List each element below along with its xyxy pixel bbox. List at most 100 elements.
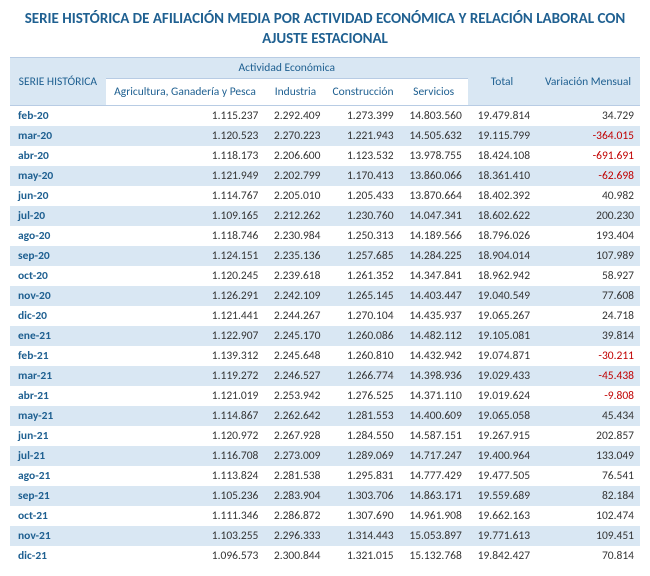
cell-variacion: -691.691 xyxy=(536,146,640,166)
table-row: abr-211.121.0192.253.9421.276.52514.371.… xyxy=(10,386,640,406)
cell-servicios: 14.435.937 xyxy=(400,306,468,326)
table-row: oct-211.111.3462.286.8721.307.69014.961.… xyxy=(10,506,640,526)
table-row: ago-201.118.7462.230.9841.250.31314.189.… xyxy=(10,226,640,246)
cell-servicios: 14.777.429 xyxy=(400,466,468,486)
table-row: dic-211.096.5732.300.8441.321.01515.132.… xyxy=(10,546,640,566)
cell-period: dic-21 xyxy=(10,546,106,566)
cell-total: 18.796.026 xyxy=(468,226,536,246)
cell-agricultura: 1.111.346 xyxy=(106,506,265,526)
cell-industria: 2.270.223 xyxy=(264,126,326,146)
cell-construccion: 1.250.313 xyxy=(326,226,399,246)
cell-variacion: 70.814 xyxy=(536,546,640,566)
cell-industria: 2.286.872 xyxy=(264,506,326,526)
cell-construccion: 1.270.104 xyxy=(326,306,399,326)
cell-variacion: 202.857 xyxy=(536,426,640,446)
cell-total: 19.074.871 xyxy=(468,346,536,366)
cell-construccion: 1.289.069 xyxy=(326,446,399,466)
cell-period: mar-20 xyxy=(10,126,106,146)
cell-servicios: 14.398.936 xyxy=(400,366,468,386)
cell-variacion: 200.230 xyxy=(536,206,640,226)
cell-construccion: 1.303.706 xyxy=(326,486,399,506)
table-row: sep-211.105.2362.283.9041.303.70614.863.… xyxy=(10,486,640,506)
cell-total: 19.019.624 xyxy=(468,386,536,406)
cell-servicios: 15.053.897 xyxy=(400,526,468,546)
cell-servicios: 14.717.247 xyxy=(400,446,468,466)
cell-period: ene-21 xyxy=(10,326,106,346)
cell-agricultura: 1.114.767 xyxy=(106,186,265,206)
cell-servicios: 13.978.755 xyxy=(400,146,468,166)
cell-servicios: 14.047.341 xyxy=(400,206,468,226)
cell-variacion: 107.989 xyxy=(536,246,640,266)
cell-agricultura: 1.120.245 xyxy=(106,266,265,286)
cell-total: 19.662.163 xyxy=(468,506,536,526)
cell-industria: 2.246.527 xyxy=(264,366,326,386)
cell-agricultura: 1.139.312 xyxy=(106,346,265,366)
cell-period: nov-21 xyxy=(10,526,106,546)
cell-period: oct-20 xyxy=(10,266,106,286)
cell-construccion: 1.221.943 xyxy=(326,126,399,146)
table-row: nov-201.126.2912.242.1091.265.14514.403.… xyxy=(10,286,640,306)
cell-agricultura: 1.126.291 xyxy=(106,286,265,306)
cell-servicios: 14.803.560 xyxy=(400,106,468,127)
cell-industria: 2.296.333 xyxy=(264,526,326,546)
cell-construccion: 1.260.086 xyxy=(326,326,399,346)
cell-agricultura: 1.124.151 xyxy=(106,246,265,266)
cell-industria: 2.244.267 xyxy=(264,306,326,326)
header-servicios: Servicios xyxy=(400,79,468,106)
cell-agricultura: 1.113.824 xyxy=(106,466,265,486)
cell-construccion: 1.276.525 xyxy=(326,386,399,406)
cell-agricultura: 1.103.255 xyxy=(106,526,265,546)
cell-period: jun-21 xyxy=(10,426,106,446)
cell-total: 19.477.505 xyxy=(468,466,536,486)
cell-total: 18.402.392 xyxy=(468,186,536,206)
cell-total: 19.040.549 xyxy=(468,286,536,306)
cell-industria: 2.267.928 xyxy=(264,426,326,446)
table-row: jul-211.116.7082.273.0091.289.06914.717.… xyxy=(10,446,640,466)
table-title: SERIE HISTÓRICA DE AFILIACIÓN MEDIA POR … xyxy=(10,10,640,49)
cell-industria: 2.245.170 xyxy=(264,326,326,346)
cell-industria: 2.212.262 xyxy=(264,206,326,226)
cell-variacion: 40.982 xyxy=(536,186,640,206)
cell-variacion: 58.927 xyxy=(536,266,640,286)
cell-total: 19.771.613 xyxy=(468,526,536,546)
cell-variacion: -62.698 xyxy=(536,166,640,186)
cell-agricultura: 1.096.573 xyxy=(106,546,265,566)
cell-period: dic-20 xyxy=(10,306,106,326)
cell-servicios: 14.961.908 xyxy=(400,506,468,526)
cell-total: 18.424.108 xyxy=(468,146,536,166)
cell-servicios: 13.860.066 xyxy=(400,166,468,186)
cell-construccion: 1.284.550 xyxy=(326,426,399,446)
header-actividad-group: Actividad Económica xyxy=(106,58,468,79)
cell-agricultura: 1.115.237 xyxy=(106,106,265,127)
table-row: oct-201.120.2452.239.6181.261.35214.347.… xyxy=(10,266,640,286)
cell-servicios: 15.132.768 xyxy=(400,546,468,566)
table-row: feb-201.115.2372.292.4091.273.39914.803.… xyxy=(10,106,640,127)
table-row: may-201.121.9492.202.7991.170.41313.860.… xyxy=(10,166,640,186)
cell-industria: 2.205.010 xyxy=(264,186,326,206)
cell-construccion: 1.205.433 xyxy=(326,186,399,206)
cell-construccion: 1.257.685 xyxy=(326,246,399,266)
table-row: ago-211.113.8242.281.5381.295.83114.777.… xyxy=(10,466,640,486)
cell-variacion: 133.049 xyxy=(536,446,640,466)
cell-industria: 2.281.538 xyxy=(264,466,326,486)
table-body: feb-201.115.2372.292.4091.273.39914.803.… xyxy=(10,106,640,567)
cell-variacion: 34.729 xyxy=(536,106,640,127)
cell-agricultura: 1.121.949 xyxy=(106,166,265,186)
cell-total: 19.842.427 xyxy=(468,546,536,566)
cell-industria: 2.202.799 xyxy=(264,166,326,186)
cell-construccion: 1.266.774 xyxy=(326,366,399,386)
cell-variacion: -30.211 xyxy=(536,346,640,366)
cell-servicios: 13.870.664 xyxy=(400,186,468,206)
cell-servicios: 14.505.632 xyxy=(400,126,468,146)
cell-construccion: 1.260.810 xyxy=(326,346,399,366)
cell-period: ago-20 xyxy=(10,226,106,246)
cell-construccion: 1.265.145 xyxy=(326,286,399,306)
cell-agricultura: 1.120.972 xyxy=(106,426,265,446)
cell-construccion: 1.295.831 xyxy=(326,466,399,486)
cell-industria: 2.230.984 xyxy=(264,226,326,246)
cell-variacion: -364.015 xyxy=(536,126,640,146)
cell-servicios: 14.587.151 xyxy=(400,426,468,446)
cell-variacion: 193.404 xyxy=(536,226,640,246)
cell-servicios: 14.403.447 xyxy=(400,286,468,306)
cell-period: sep-21 xyxy=(10,486,106,506)
